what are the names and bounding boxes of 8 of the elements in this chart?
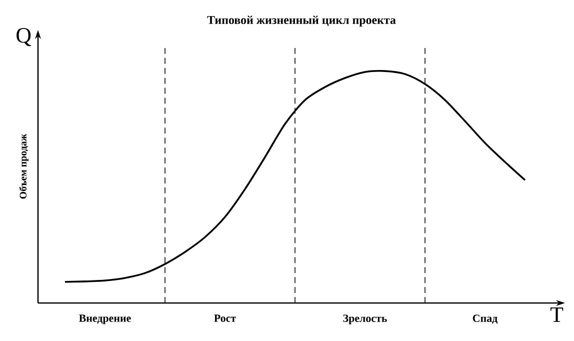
x-tick-label: Зрелость	[343, 314, 387, 324]
x-axis-title: T	[550, 308, 564, 322]
chart-title: Типовой жизненный цикл проекта	[207, 16, 396, 26]
text: Q	[16, 28, 32, 46]
x-tick-label: Спад	[472, 314, 498, 324]
x-tick-label: Рост	[214, 314, 236, 322]
y-axis-title: Объем продаж	[19, 134, 29, 199]
x-tick-label: Внедрение	[79, 314, 131, 324]
